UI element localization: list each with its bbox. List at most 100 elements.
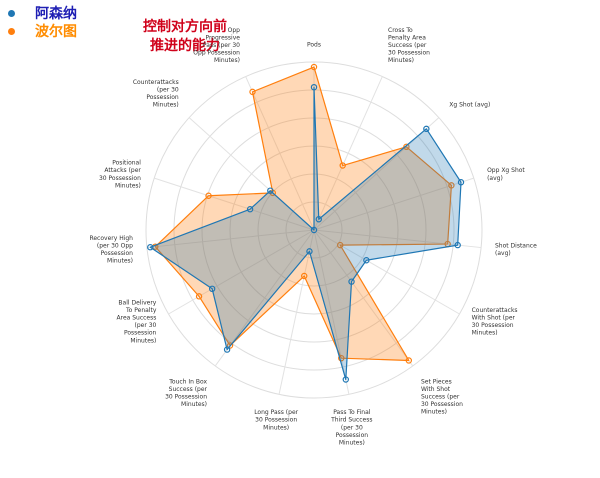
data-point-arsenal-5[interactable]	[363, 257, 370, 264]
axis-label-9-line-1: Success (per	[169, 386, 208, 393]
data-point-arsenal-0[interactable]	[310, 83, 318, 91]
axis-label-7-line-3: Possession	[336, 432, 369, 439]
axis-label-14-line-4: Minutes)	[214, 57, 240, 64]
data-point-porto-2[interactable]	[403, 143, 410, 151]
axis-label-6-line-0: Set Pieces	[421, 378, 452, 385]
data-point-arsenal-10[interactable]	[208, 285, 216, 292]
axis-label-11-line-2: Possession	[101, 250, 134, 257]
data-point-arsenal-8[interactable]	[306, 248, 313, 255]
series-area-arsenal	[149, 86, 462, 381]
axis-label-1-line-3: 30 Possession	[388, 50, 430, 57]
axis-label-10-line-2: Area Success	[117, 314, 157, 321]
axis-label-5-line-0: Counterattacks	[472, 307, 518, 314]
axis-label-11-line-3: Minutes)	[107, 258, 133, 265]
data-point-arsenal-6[interactable]	[348, 278, 355, 285]
axis-label-11-line-1: (per 30 Opp	[97, 243, 133, 250]
data-point-arsenal-3[interactable]	[457, 179, 465, 186]
grid-spoke	[313, 229, 414, 367]
data-point-arsenal-2[interactable]	[423, 125, 430, 133]
axis-label-11-line-0: Recovery High	[89, 235, 133, 242]
axis-label-6-line-2: Success (per	[421, 394, 460, 401]
axis-label-10-line-1: To Penalty	[125, 307, 157, 314]
axis-label-1-line-2: Success (per	[388, 42, 427, 49]
data-point-porto-3[interactable]	[448, 182, 455, 189]
axis-label-12-line-1: Attacks (per	[104, 167, 141, 174]
chart-title-line-2: 推进的能力	[150, 38, 220, 54]
series-area-porto	[154, 66, 453, 362]
axis-label-7-line-1: Third Success	[330, 417, 372, 424]
data-point-arsenal-9[interactable]	[223, 346, 231, 353]
axis-label-8-line-1: 30 Possession	[255, 417, 297, 424]
axis-label-9-line-2: 30 Possession	[165, 394, 207, 401]
axis-label-1-line-4: Minutes)	[388, 57, 414, 64]
legend: 阿森纳 波尔图	[8, 4, 77, 40]
axis-label-13-line-1: (per 30	[157, 87, 179, 94]
grid-spoke	[313, 76, 383, 231]
axis-label-10-line-0: Ball Delivery	[118, 299, 156, 306]
data-point-arsenal-4[interactable]	[454, 241, 461, 249]
axis-label-14-line-3: Opp Possession	[193, 50, 240, 57]
data-point-porto-10[interactable]	[195, 293, 203, 300]
axis-label-5-line-2: 30 Possession	[472, 322, 514, 329]
data-point-arsenal-13[interactable]	[267, 187, 274, 194]
data-point-porto-12[interactable]	[205, 192, 212, 199]
axis-label-0-line-0: Pods	[307, 41, 321, 48]
axis-label-3-line-0: Opp Xg Shot	[487, 167, 525, 174]
axis-label-10-line-5: Minutes)	[130, 337, 156, 344]
axis-label-7-line-4: Minutes)	[339, 440, 365, 447]
data-point-porto-5[interactable]	[336, 241, 344, 249]
data-point-arsenal-11[interactable]	[147, 244, 154, 251]
data-point-porto-14[interactable]	[249, 88, 256, 96]
axis-label-9-line-3: Minutes)	[181, 401, 207, 408]
data-point-porto-8[interactable]	[301, 272, 308, 280]
axis-label-7-line-0: Pass To Final	[333, 409, 371, 416]
axis-label-12-line-3: Minutes)	[115, 182, 141, 189]
axis-label-12-line-2: 30 Possession	[99, 175, 141, 182]
grid-spoke	[313, 229, 482, 249]
axis-label-1-line-1: Penalty Area	[388, 34, 426, 41]
data-point-porto-6[interactable]	[405, 357, 412, 364]
axis-label-7-line-2: (per 30	[341, 424, 363, 431]
legend-label-arsenal: 阿森纳	[35, 6, 77, 22]
grid-spoke	[168, 229, 315, 315]
grid-spoke	[245, 76, 315, 231]
axis-label-14-line-2: Pass (per 30	[203, 42, 240, 49]
data-point-porto-0[interactable]	[310, 63, 318, 71]
axis-label-6-line-1: With Shot	[421, 386, 451, 393]
legend-marker-arsenal	[8, 9, 15, 17]
grid-spoke	[146, 229, 315, 249]
legend-label-porto: 波尔图	[35, 24, 77, 40]
axis-label-8-line-0: Long Pass (per	[254, 409, 298, 416]
axis-label-13-line-0: Counterattacks	[133, 79, 179, 86]
chart-title-line-1: 控制对方向前	[143, 19, 227, 35]
axis-label-1-line-0: Cross To	[388, 27, 413, 34]
data-point-porto-1[interactable]	[339, 162, 346, 169]
legend-marker-porto	[8, 27, 15, 35]
grid-spoke	[154, 177, 315, 231]
grid-spoke	[278, 229, 315, 395]
axis-label-6-line-3: 30 Possession	[421, 401, 463, 408]
data-point-arsenal-14[interactable]	[310, 226, 318, 234]
legend-item-arsenal[interactable]: 阿森纳	[8, 4, 77, 22]
axis-label-3-line-1: (avg)	[487, 175, 503, 182]
axis-label-13-line-3: Minutes)	[153, 102, 179, 109]
axis-label-4-line-0: Shot Distance	[495, 243, 537, 250]
data-point-arsenal-7[interactable]	[342, 376, 349, 383]
axis-label-14-line-0: Opp	[228, 27, 241, 34]
legend-item-porto[interactable]: 波尔图	[8, 22, 77, 40]
chart-title: 控制对方向前 推进的能力	[135, 18, 235, 56]
data-point-arsenal-1[interactable]	[315, 216, 322, 223]
grid-spoke	[313, 229, 350, 395]
grid-spoke	[313, 177, 474, 231]
axis-label-8-line-2: Minutes)	[263, 424, 289, 431]
axis-label-12-line-0: Positional	[112, 160, 141, 167]
axis-label-4-line-1: (avg)	[495, 250, 511, 257]
axis-label-14-line-1: Progressive	[205, 34, 240, 41]
data-point-porto-7[interactable]	[338, 354, 345, 362]
data-point-arsenal-12[interactable]	[246, 206, 254, 213]
data-point-porto-9[interactable]	[226, 342, 234, 349]
axis-label-10-line-3: (per 30	[135, 322, 157, 329]
axis-label-5-line-1: With Shot (per	[472, 314, 516, 321]
